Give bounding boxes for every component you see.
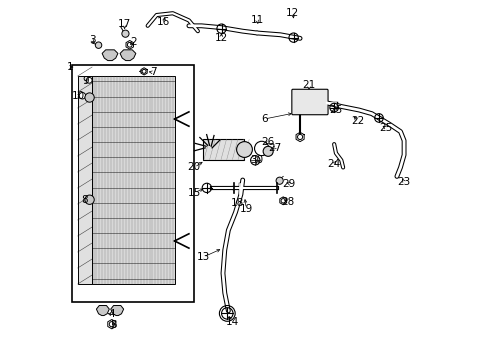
Text: 11: 11 [250,15,263,26]
Text: 15: 15 [187,188,201,198]
Text: 5: 5 [110,320,117,330]
Polygon shape [96,306,109,316]
Text: 18: 18 [230,198,244,208]
Text: 4: 4 [108,310,115,319]
Bar [92,76,174,284]
Text: 19: 19 [239,204,252,214]
Bar [78,76,92,284]
Text: 25: 25 [379,123,392,133]
Circle shape [236,141,252,157]
Circle shape [95,42,102,48]
Circle shape [79,93,85,99]
Text: 12: 12 [285,8,299,18]
FancyBboxPatch shape [291,89,327,115]
Bar [203,139,244,160]
Circle shape [85,93,94,102]
Circle shape [122,30,129,37]
Text: 10: 10 [72,91,85,101]
Text: 22: 22 [350,116,364,126]
Text: 26: 26 [261,138,274,147]
Polygon shape [120,50,136,60]
Text: 30: 30 [250,155,263,165]
Text: 27: 27 [268,143,281,153]
Text: 20: 20 [187,162,201,172]
Text: 16: 16 [157,17,170,27]
Text: 14: 14 [225,317,238,327]
Text: 23: 23 [397,177,410,187]
Text: 9: 9 [82,76,89,86]
Circle shape [276,177,283,184]
Text: 8: 8 [81,195,88,205]
Text: 2: 2 [130,37,136,47]
Circle shape [263,146,273,156]
Text: 6: 6 [261,114,267,124]
Text: 17: 17 [118,19,131,29]
Text: 7: 7 [149,67,156,77]
Bar [72,65,194,302]
Text: 13: 13 [196,252,209,262]
Text: 25: 25 [328,105,342,115]
Circle shape [86,77,92,83]
Polygon shape [110,306,123,316]
Text: 28: 28 [280,197,294,207]
Text: 12: 12 [214,33,227,43]
Text: 24: 24 [327,159,340,169]
Circle shape [85,195,94,204]
Text: 29: 29 [282,179,295,189]
Text: 3: 3 [89,35,95,45]
Text: 1: 1 [66,62,73,72]
Text: 21: 21 [302,80,315,90]
Polygon shape [102,50,118,60]
